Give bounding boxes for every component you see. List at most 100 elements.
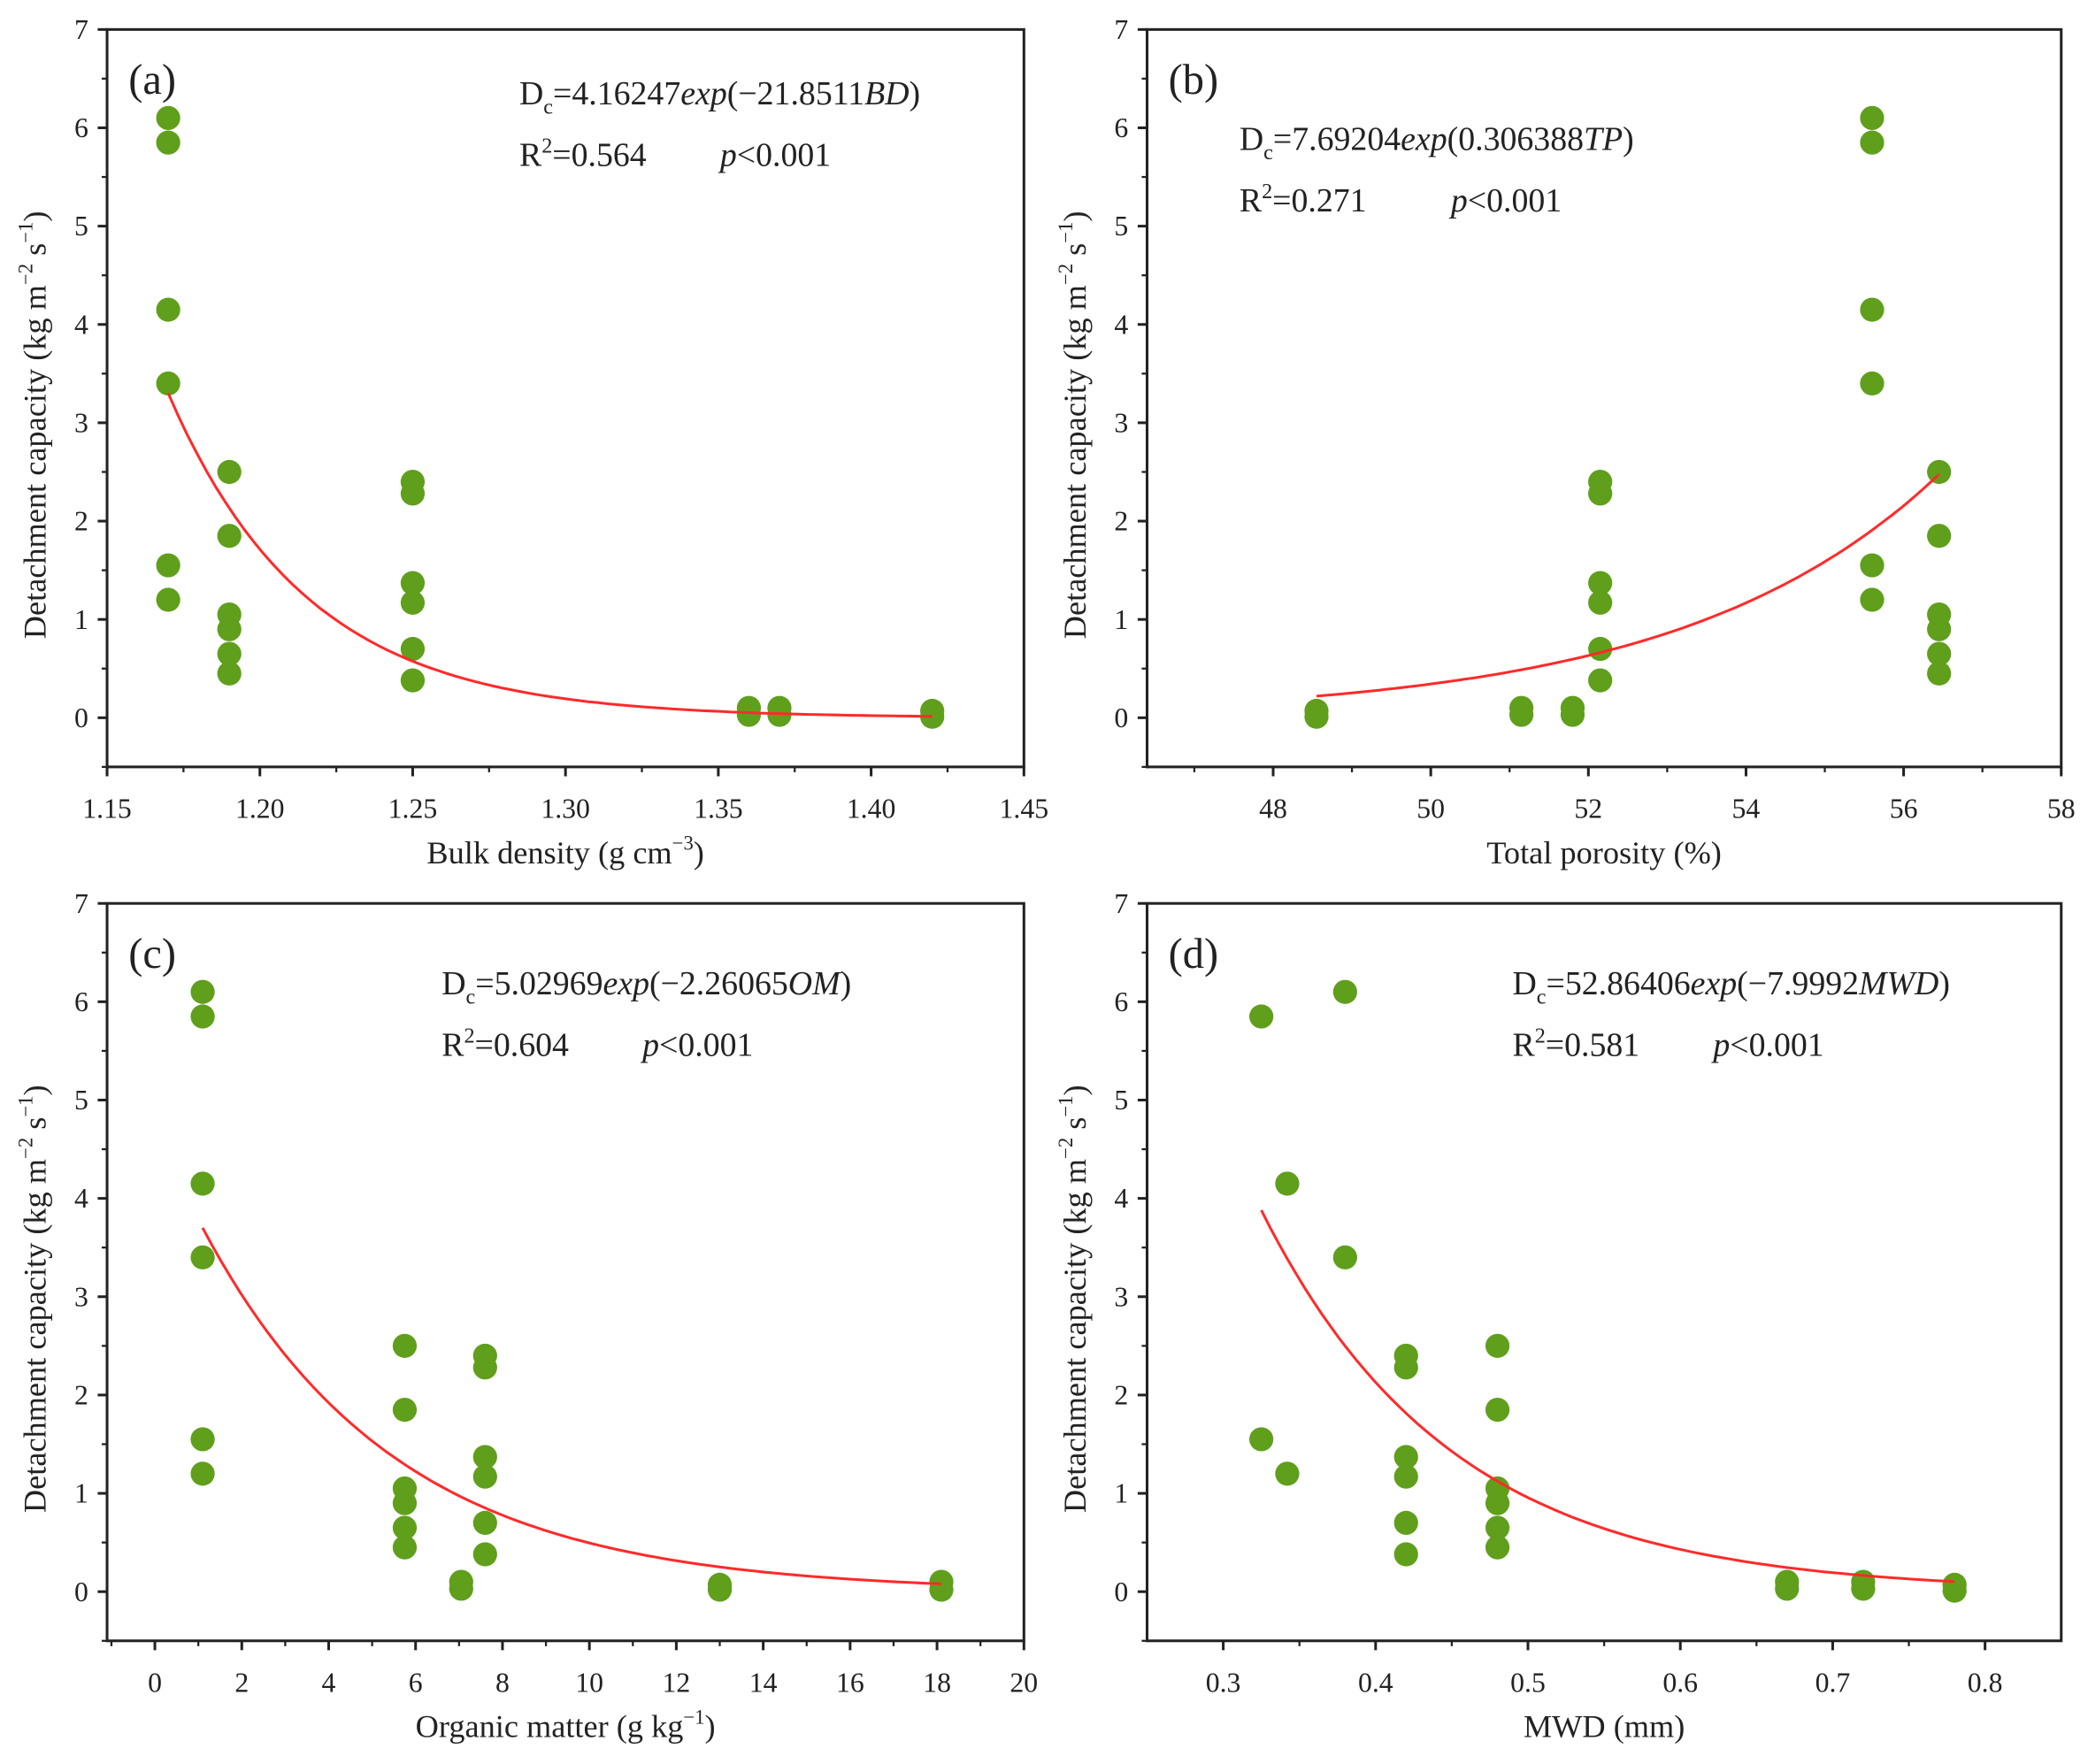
- data-point: [217, 641, 242, 666]
- data-point: [392, 1515, 418, 1540]
- eq-arg: (0.306388: [1447, 120, 1584, 157]
- y-axis-label: Detachment capacity (kg m−2 s−1): [14, 1085, 52, 1513]
- y-label-text: Detachment capacity (kg m: [1057, 1159, 1093, 1513]
- data-point: [156, 587, 180, 612]
- r2-superscript: 2: [541, 134, 552, 158]
- data-point: [217, 459, 242, 485]
- eq-close: ): [910, 75, 921, 112]
- plot-frame: [105, 901, 1025, 1643]
- data-point: [1508, 702, 1534, 727]
- y-axis-label: Detachment capacity (kg m−2 s−1): [14, 211, 52, 640]
- panel-label: (a): [128, 57, 176, 104]
- eq-lhs: D: [441, 965, 465, 1002]
- x-tick-label: 54: [1732, 793, 1761, 824]
- r2-label: R: [519, 137, 542, 174]
- data-point: [1927, 661, 1952, 686]
- eq-coef: =7.69204: [1273, 120, 1401, 157]
- data-point: [400, 481, 426, 506]
- x-tick-label: 1.20: [235, 793, 285, 824]
- p-value-text: <0.001: [659, 1027, 753, 1064]
- fit-equation: Dc=52.86406exp(−7.9992MWD): [1512, 965, 1949, 1009]
- r2-value: =0.581: [1546, 1027, 1639, 1064]
- x-tick-label: 16: [836, 1667, 864, 1698]
- p-value: p<0.001: [1448, 182, 1562, 219]
- y-tick-label: 0: [1114, 1576, 1128, 1607]
- data-point: [156, 553, 180, 578]
- p-value-text: <0.001: [1468, 182, 1562, 219]
- x-tick-label: 1.35: [694, 793, 743, 824]
- y-tick-label: 4: [74, 1183, 88, 1214]
- data-point: [1588, 590, 1613, 615]
- x-tick-label: 8: [495, 1667, 510, 1698]
- data-point: [1860, 105, 1885, 130]
- data-point: [190, 1004, 215, 1029]
- data-point: [1860, 587, 1885, 612]
- data-point: [156, 371, 180, 396]
- y-tick-label: 1: [74, 1478, 88, 1509]
- data-point: [190, 1245, 215, 1269]
- x-tick-label: 0.5: [1510, 1667, 1546, 1698]
- x-tick-label: 6: [409, 1667, 423, 1698]
- data-point: [190, 1461, 215, 1486]
- y-label-superscript: −1: [1055, 1095, 1077, 1116]
- r-squared: R2=0.271: [1240, 180, 1367, 219]
- x-axis-label: MWD (mm): [1524, 1709, 1685, 1745]
- r2-value: =0.604: [475, 1027, 569, 1064]
- y-label-text: ): [1057, 1085, 1093, 1095]
- y-tick-label: 7: [1114, 14, 1128, 45]
- eq-close: ): [1938, 965, 1950, 1002]
- y-label-superscript: −1: [1055, 222, 1077, 243]
- x-label-text: Total porosity (%): [1486, 835, 1722, 870]
- eq-coef: =4.16247: [553, 75, 680, 112]
- eq-var: OM: [788, 965, 842, 1002]
- x-tick-label: 20: [1009, 1667, 1038, 1698]
- x-label-text: ): [694, 835, 704, 870]
- y-tick-label: 1: [74, 604, 88, 635]
- fit-equation: Dc=5.02969exp(−2.26065OM): [441, 965, 851, 1009]
- y-label-text: ): [1057, 211, 1093, 222]
- y-label-text: ): [17, 1085, 52, 1095]
- y-tick-label: 7: [74, 14, 88, 45]
- y-tick-label: 6: [74, 986, 88, 1017]
- x-tick-label: 1.25: [388, 793, 438, 824]
- panel-a: 0 1 2 3 4 5 6 7 1.15 1.20 1.25 1.30 1.35 1.40 1.45 Bulk…: [14, 14, 1048, 870]
- data-point: [1393, 1445, 1418, 1469]
- y-label-superscript: −1: [14, 1095, 36, 1116]
- x-tick-label: 1.40: [847, 793, 896, 824]
- eq-coef: =5.02969: [475, 965, 603, 1002]
- data-point: [190, 1171, 215, 1196]
- eq-fn: exp: [1401, 120, 1447, 157]
- x-axis-label: Total porosity (%): [1486, 835, 1722, 870]
- data-point: [472, 1355, 497, 1380]
- data-point: [1249, 1427, 1274, 1452]
- y-label-text: Detachment capacity (kg m: [1057, 285, 1093, 639]
- r2-superscript: 2: [1535, 1024, 1546, 1048]
- data-point: [1588, 668, 1613, 693]
- x-tick-label: 12: [663, 1667, 691, 1698]
- y-label-text: Detachment capacity (kg m: [17, 285, 52, 639]
- y-tick-label: 5: [1114, 1085, 1128, 1116]
- eq-var: TP: [1584, 120, 1623, 157]
- eq-arg: (−2.26065: [649, 965, 788, 1002]
- p-value: p<0.001: [640, 1027, 753, 1064]
- y-tick-label: 6: [1114, 986, 1128, 1017]
- r2-label: R: [1240, 182, 1263, 219]
- x-tick-label: 1.15: [82, 793, 132, 824]
- eq-subscript: c: [466, 986, 476, 1009]
- data-point: [392, 1535, 418, 1560]
- p-value-text: <0.001: [1730, 1027, 1823, 1064]
- data-point: [736, 702, 762, 727]
- x-tick-label: 50: [1416, 793, 1445, 824]
- x-tick-label: 1.45: [1000, 793, 1049, 824]
- eq-coef: =52.86406: [1547, 965, 1691, 1002]
- data-point: [1927, 641, 1952, 666]
- eq-fn: exp: [680, 75, 726, 112]
- y-tick-label: 5: [74, 211, 88, 242]
- x-tick-label: 18: [923, 1667, 951, 1698]
- data-point: [156, 297, 180, 322]
- r2-value: =0.271: [1272, 182, 1366, 219]
- y-tick-label: 7: [1114, 888, 1128, 919]
- y-label-text: s: [17, 243, 52, 264]
- data-point: [1588, 571, 1613, 595]
